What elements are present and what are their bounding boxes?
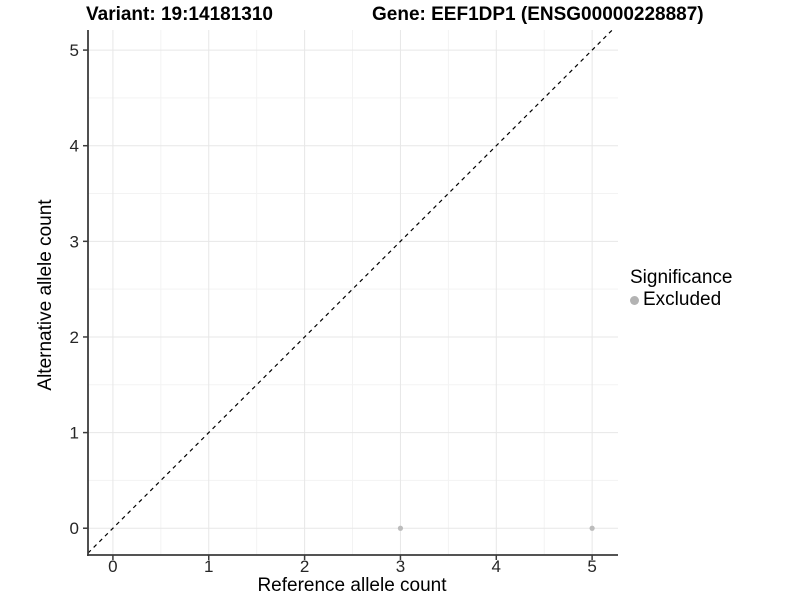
x-tick-label: 1 <box>204 557 213 576</box>
y-tick-label: 2 <box>70 328 79 347</box>
data-point <box>397 525 404 531</box>
y-tick-label: 5 <box>70 41 79 60</box>
legend-item-label: Excluded <box>643 289 722 310</box>
y-tick-label: 1 <box>70 424 79 443</box>
y-tick-label: 0 <box>70 519 79 538</box>
x-axis-title: Reference allele count <box>257 575 447 596</box>
x-tick-label: 2 <box>300 557 309 576</box>
y-axis-title: Alternative allele count <box>35 199 56 391</box>
legend: Significance Excluded <box>630 268 732 310</box>
x-tick-label: 4 <box>492 557 501 576</box>
variant-title: Variant: 19:14181310 <box>86 4 273 25</box>
x-tick-label: 5 <box>587 557 596 576</box>
identity-line <box>87 29 613 554</box>
legend-point-swatch <box>630 295 639 305</box>
legend-title: Significance <box>630 267 733 288</box>
y-tick-label: 3 <box>70 232 79 251</box>
data-point <box>589 525 595 531</box>
x-tick-label: 3 <box>396 557 405 576</box>
legend-item-excluded: Excluded <box>630 290 732 310</box>
y-tick-label: 4 <box>70 137 79 156</box>
gene-title: Gene: EEF1DP1 (ENSG00000228887) <box>372 4 704 25</box>
x-tick-label: 0 <box>108 557 117 576</box>
